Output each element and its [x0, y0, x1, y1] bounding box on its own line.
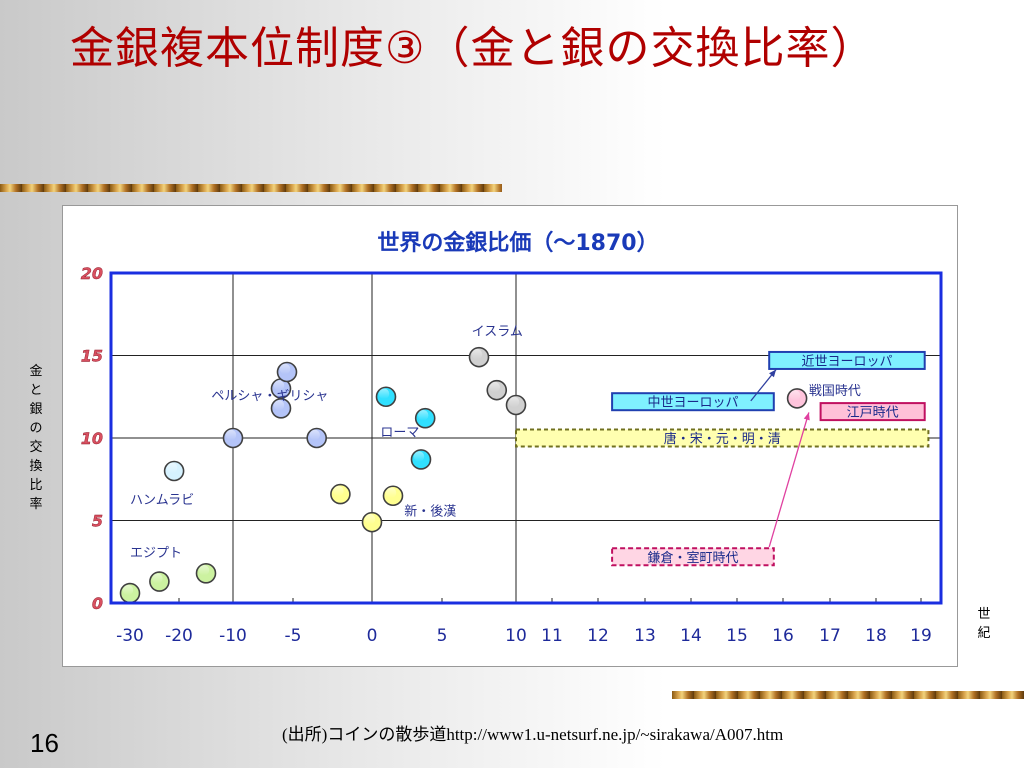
x-tick-label: 16 — [772, 626, 794, 646]
data-point-highlight — [152, 573, 163, 584]
series-group — [375, 386, 436, 470]
annotation-label: 江戸時代 — [847, 406, 899, 421]
data-point-highlight — [385, 487, 397, 498]
data-point-highlight — [273, 380, 285, 391]
x-tick-label: 14 — [680, 626, 702, 646]
bottom-decorative-bar — [672, 691, 1024, 699]
annotation-label: 近世ヨーロッパ — [801, 354, 892, 369]
chart-panel: 世界の金銀比価（～1870） 0 5 10 15 20 -30 -20 -10 -5 0 5 10 1… — [62, 205, 958, 667]
gold-silver-ratio-chart: 世界の金銀比価（～1870） 0 5 10 15 20 -30 -20 -10 -5 0 5 10 1… — [81, 230, 943, 646]
x-tick-label: 18 — [865, 626, 887, 646]
y-axis-title: 金と銀の交換比率 — [29, 364, 43, 512]
y-tick-label: 10 — [81, 429, 103, 448]
x-tick-label: 10 — [505, 626, 527, 646]
data-point-highlight — [413, 451, 425, 462]
series-label: イスラム — [472, 325, 523, 340]
x-tick-label: 13 — [634, 626, 656, 646]
x-tick-label: 19 — [910, 626, 932, 646]
x-tick-labels: -30 -20 -10 -5 0 5 10 11 12 13 14 15 16 17 18 19 — [116, 626, 932, 646]
connector-arrowhead — [769, 369, 777, 378]
x-axis-title: 世紀 — [977, 607, 991, 641]
data-point-highlight — [378, 388, 390, 399]
x-tick-label: 0 — [367, 626, 378, 646]
x-tick-label: 11 — [541, 626, 563, 646]
x-tick-label: 5 — [437, 626, 448, 646]
annotation-box — [515, 428, 930, 448]
y-tick-label: 0 — [92, 594, 103, 613]
data-point-highlight — [166, 462, 178, 474]
y-tick-label: 5 — [92, 512, 103, 531]
top-decorative-bar — [0, 184, 502, 192]
series-label: ハンムラビ — [130, 493, 194, 508]
y-tick-labels: 0 5 10 15 20 — [81, 264, 104, 613]
annotation-label: 中世ヨーロッパ — [647, 396, 738, 411]
chart-title: 世界の金銀比価（～1870） — [377, 230, 658, 256]
data-point-highlight — [417, 409, 429, 421]
connector-arrowhead — [803, 412, 810, 421]
series-label: 戦国時代 — [809, 384, 861, 399]
series-group — [222, 361, 327, 449]
data-point-highlight — [364, 513, 376, 525]
series-label: エジプト — [130, 546, 182, 561]
annotation-box — [611, 392, 775, 412]
x-tick-label: -20 — [165, 626, 193, 646]
data-point-highlight — [489, 381, 500, 393]
series-group — [468, 346, 527, 416]
x-tick-label: -10 — [219, 626, 247, 646]
data-points — [119, 346, 808, 604]
x-tick-label: 15 — [726, 626, 748, 646]
data-point-highlight — [198, 565, 210, 576]
data-point-highlight — [309, 429, 320, 441]
series-label: ローマ — [380, 425, 419, 440]
data-point-highlight — [273, 400, 285, 411]
series-group — [786, 388, 808, 409]
page-number: 16 — [30, 728, 59, 758]
data-point-highlight — [279, 363, 291, 375]
x-tick-label: -30 — [116, 626, 144, 646]
data-point-highlight — [789, 390, 801, 401]
data-point-highlight — [333, 485, 344, 497]
data-point-highlight — [508, 396, 520, 408]
y-tick-label: 15 — [81, 347, 103, 366]
x-tick-label: 12 — [587, 626, 609, 646]
annotation-label: 鎌倉・室町時代 — [647, 550, 738, 566]
x-tick-label: 17 — [819, 626, 841, 646]
x-tick-label: -5 — [285, 626, 302, 646]
annotation-label: 唐・宋・元・明・清 — [664, 431, 781, 447]
slide-title: 金銀複本位制度③（金と銀の交換比率） — [70, 23, 876, 74]
data-point-highlight — [471, 348, 483, 360]
series-label: 新・後漢 — [404, 504, 456, 520]
series-label: ペルシャ・ギリシャ — [211, 389, 328, 404]
series-group — [330, 483, 404, 533]
series-group — [163, 460, 185, 482]
plot-frame — [109, 271, 943, 605]
series-group — [119, 562, 217, 604]
y-tick-label: 20 — [81, 264, 103, 283]
source-citation: (出所)コインの散歩道http://www1.u-netsurf.ne.jp/~… — [282, 725, 784, 744]
annotation-box — [611, 547, 775, 567]
data-point-highlight — [122, 584, 134, 596]
data-point-highlight — [225, 429, 237, 441]
annotation-box — [819, 402, 926, 422]
connector-arrow — [768, 412, 810, 548]
annotation-box — [768, 350, 926, 370]
